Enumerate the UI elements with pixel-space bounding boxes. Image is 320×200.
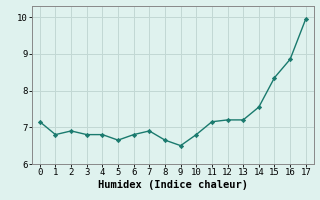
X-axis label: Humidex (Indice chaleur): Humidex (Indice chaleur) bbox=[98, 180, 248, 190]
